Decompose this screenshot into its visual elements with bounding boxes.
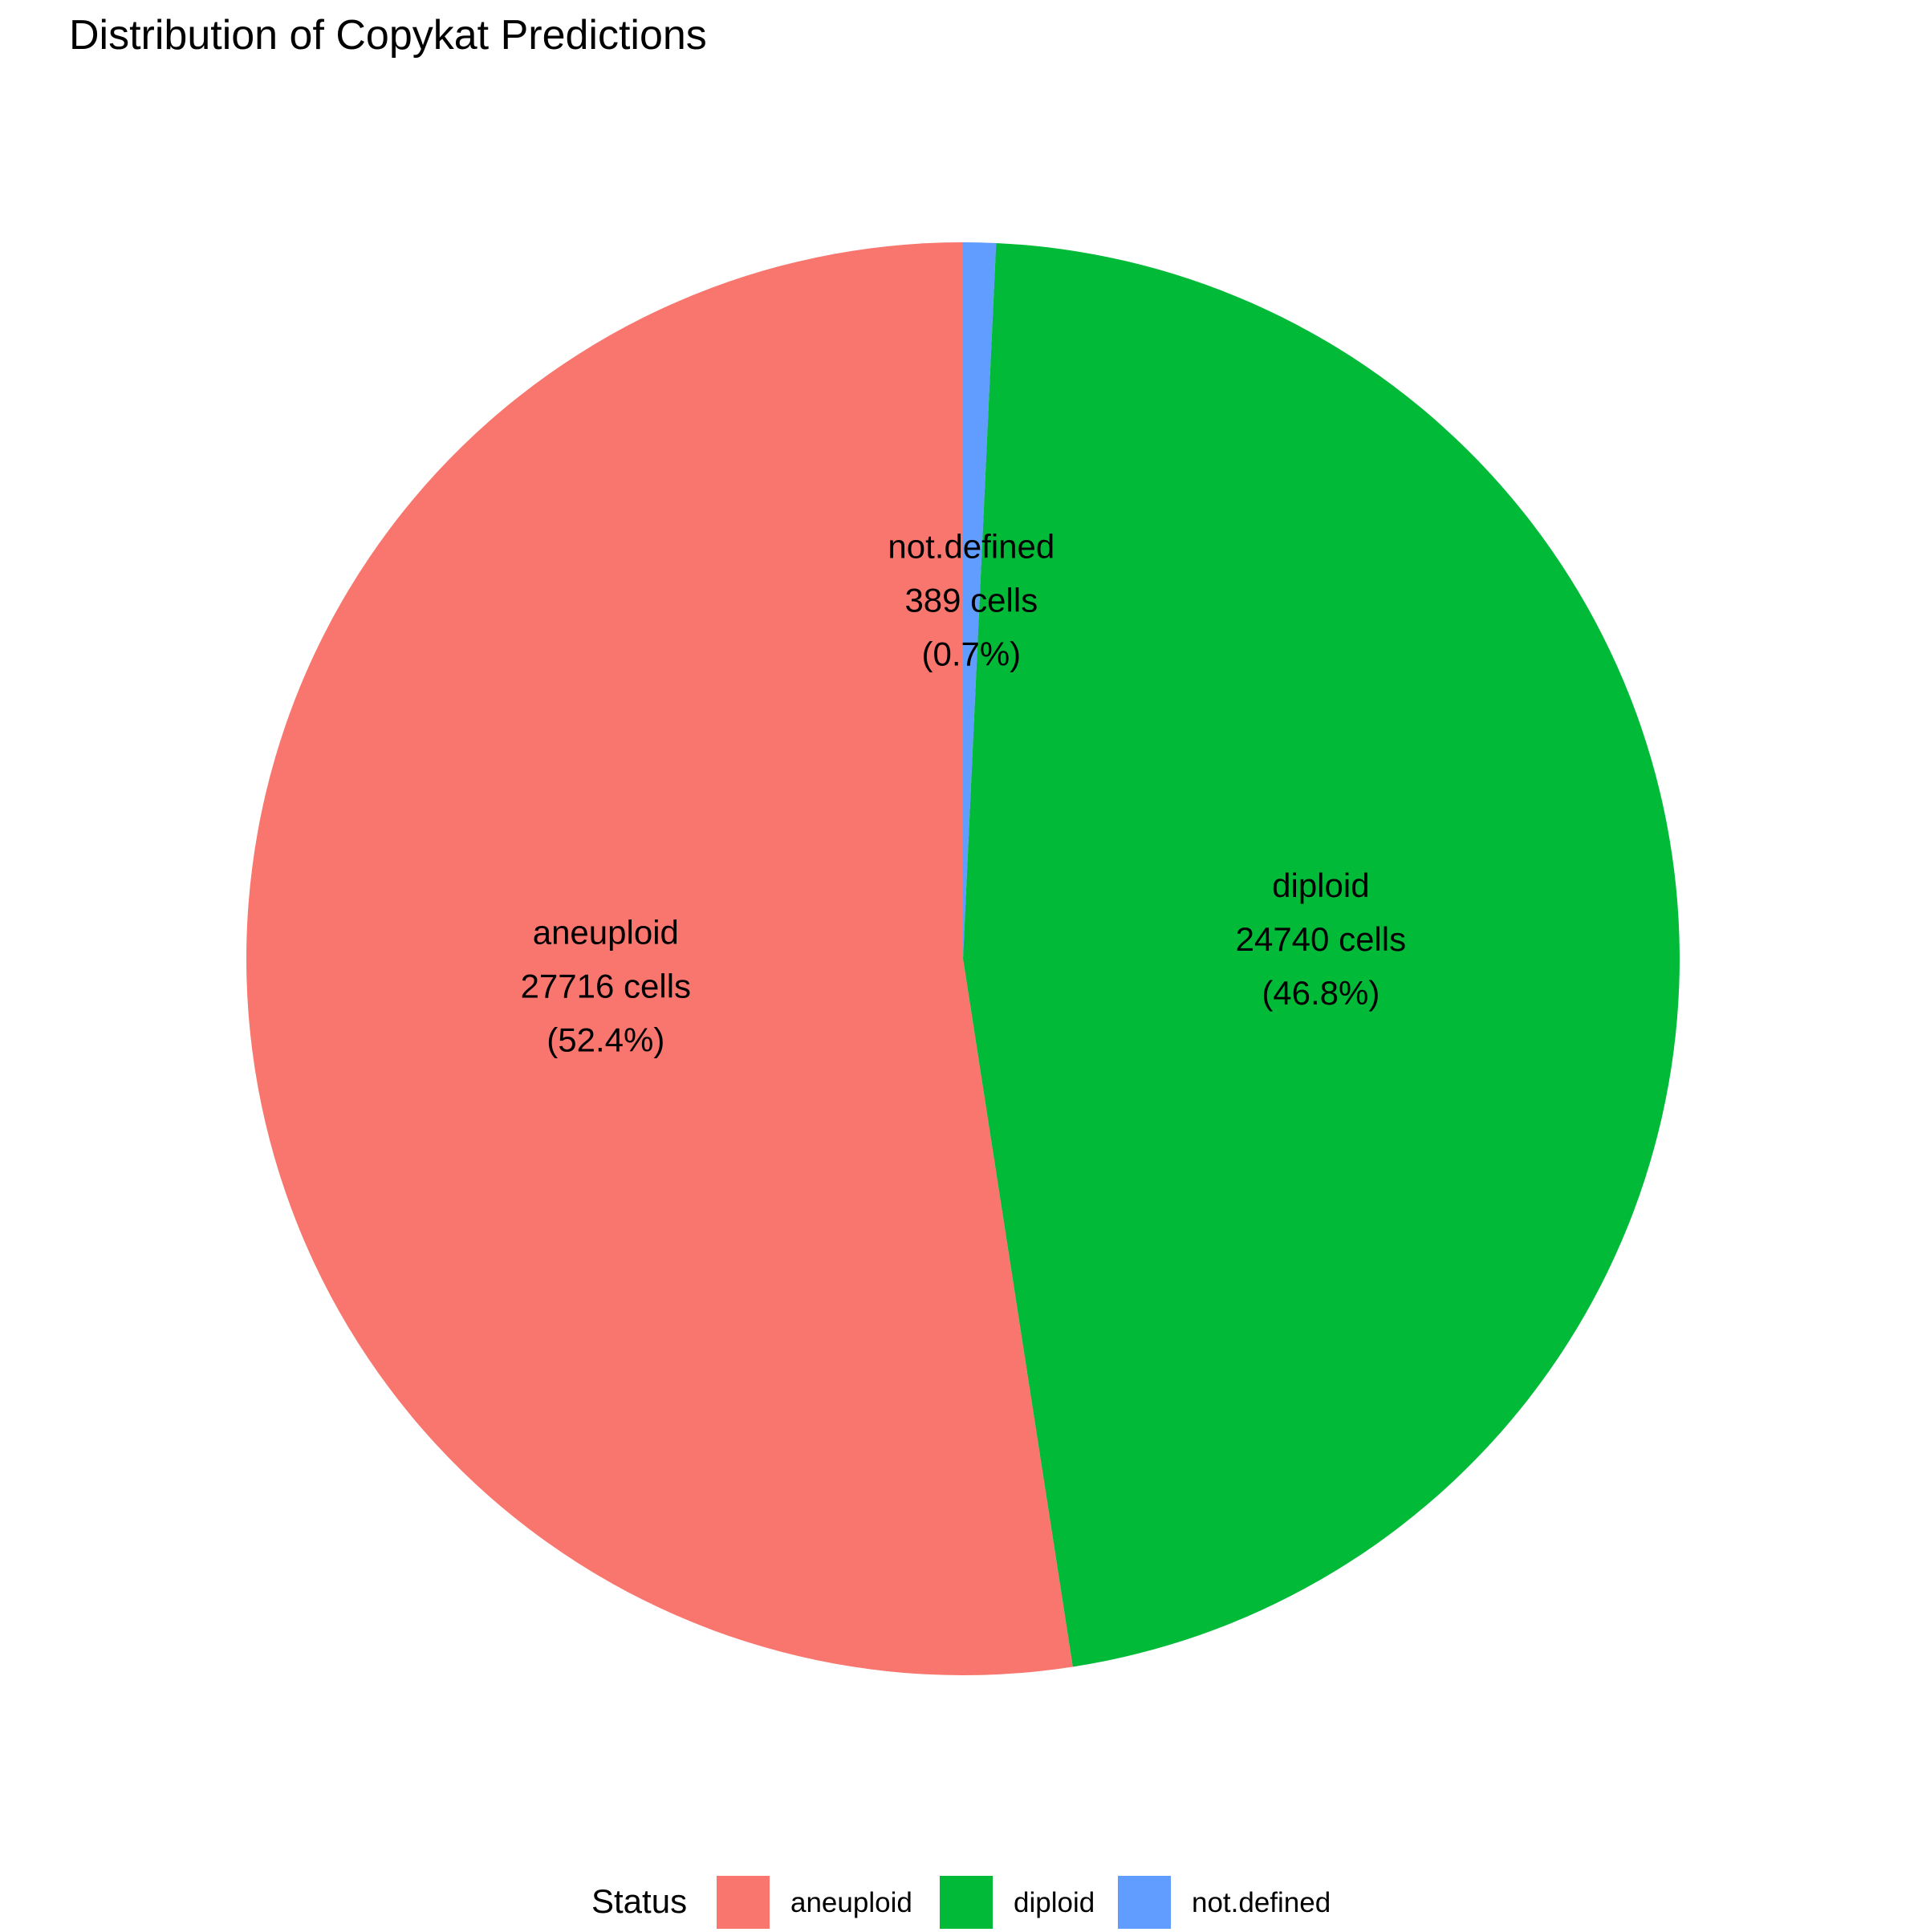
pie-slice-aneuploid xyxy=(246,242,1073,1675)
pie-slice-diploid xyxy=(963,242,1680,1667)
slice-label-diploid-percent: (46.8%) xyxy=(1262,974,1379,1012)
slice-label-diploid-count: 24740 cells xyxy=(1236,920,1406,958)
legend-label-diploid: diploid xyxy=(1014,1887,1095,1918)
slice-label-aneuploid-percent: (52.4%) xyxy=(547,1021,664,1058)
slice-label-not-defined-percent: (0.7%) xyxy=(921,635,1021,673)
slice-label-aneuploid-name: aneuploid xyxy=(533,913,679,951)
legend-key-diploid xyxy=(940,1876,993,1929)
slice-label-not-defined-count: 389 cells xyxy=(904,582,1038,619)
slice-label-aneuploid-count: 27716 cells xyxy=(521,967,691,1005)
legend-title: Status xyxy=(591,1882,688,1920)
chart-title: Distribution of Copykat Predictions xyxy=(69,12,707,59)
legend: Status aneuploid diploid not.defined xyxy=(0,1876,1926,1932)
legend-key-aneuploid xyxy=(717,1876,770,1929)
slice-label-diploid-name: diploid xyxy=(1272,867,1369,904)
slice-label-not-defined-name: not.defined xyxy=(888,528,1054,566)
legend-key-not-defined xyxy=(1118,1876,1171,1929)
legend-label-not-defined: not.defined xyxy=(1192,1887,1331,1918)
pie-slice-not-defined xyxy=(963,242,997,959)
legend-label-aneuploid: aneuploid xyxy=(790,1887,912,1918)
